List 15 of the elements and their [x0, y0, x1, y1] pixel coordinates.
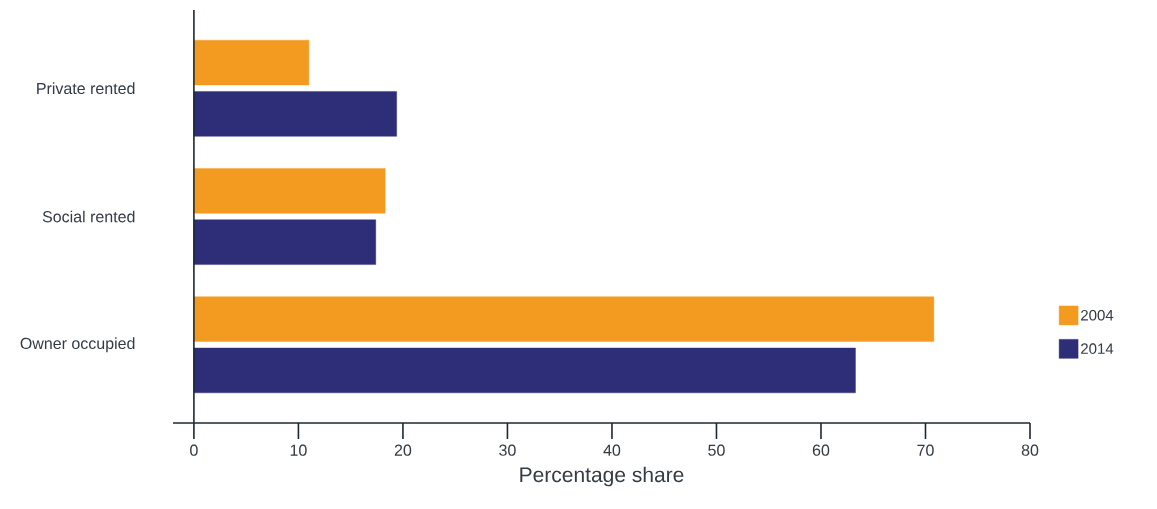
x-tick-label: 80 [1021, 444, 1039, 456]
x-axis-title: Percentage share [520, 466, 684, 487]
x-tick-label: 70 [917, 444, 934, 456]
x-tick-label: 10 [290, 444, 307, 456]
y-tick-label: Social rented [42, 210, 135, 223]
y-tick-label: Owner occupied [20, 337, 135, 353]
x-tick-label: 50 [708, 444, 725, 456]
x-tick-label: 60 [812, 444, 830, 456]
legend-label: 2014 [1081, 343, 1114, 354]
x-tick-label: 40 [603, 444, 621, 456]
x-tick-label: 0 [190, 444, 198, 456]
y-tick-label: Private rented [37, 82, 135, 95]
x-tick-label: 20 [394, 444, 412, 456]
x-tick-label: 30 [499, 444, 516, 456]
legend-label: 2004 [1081, 309, 1114, 321]
